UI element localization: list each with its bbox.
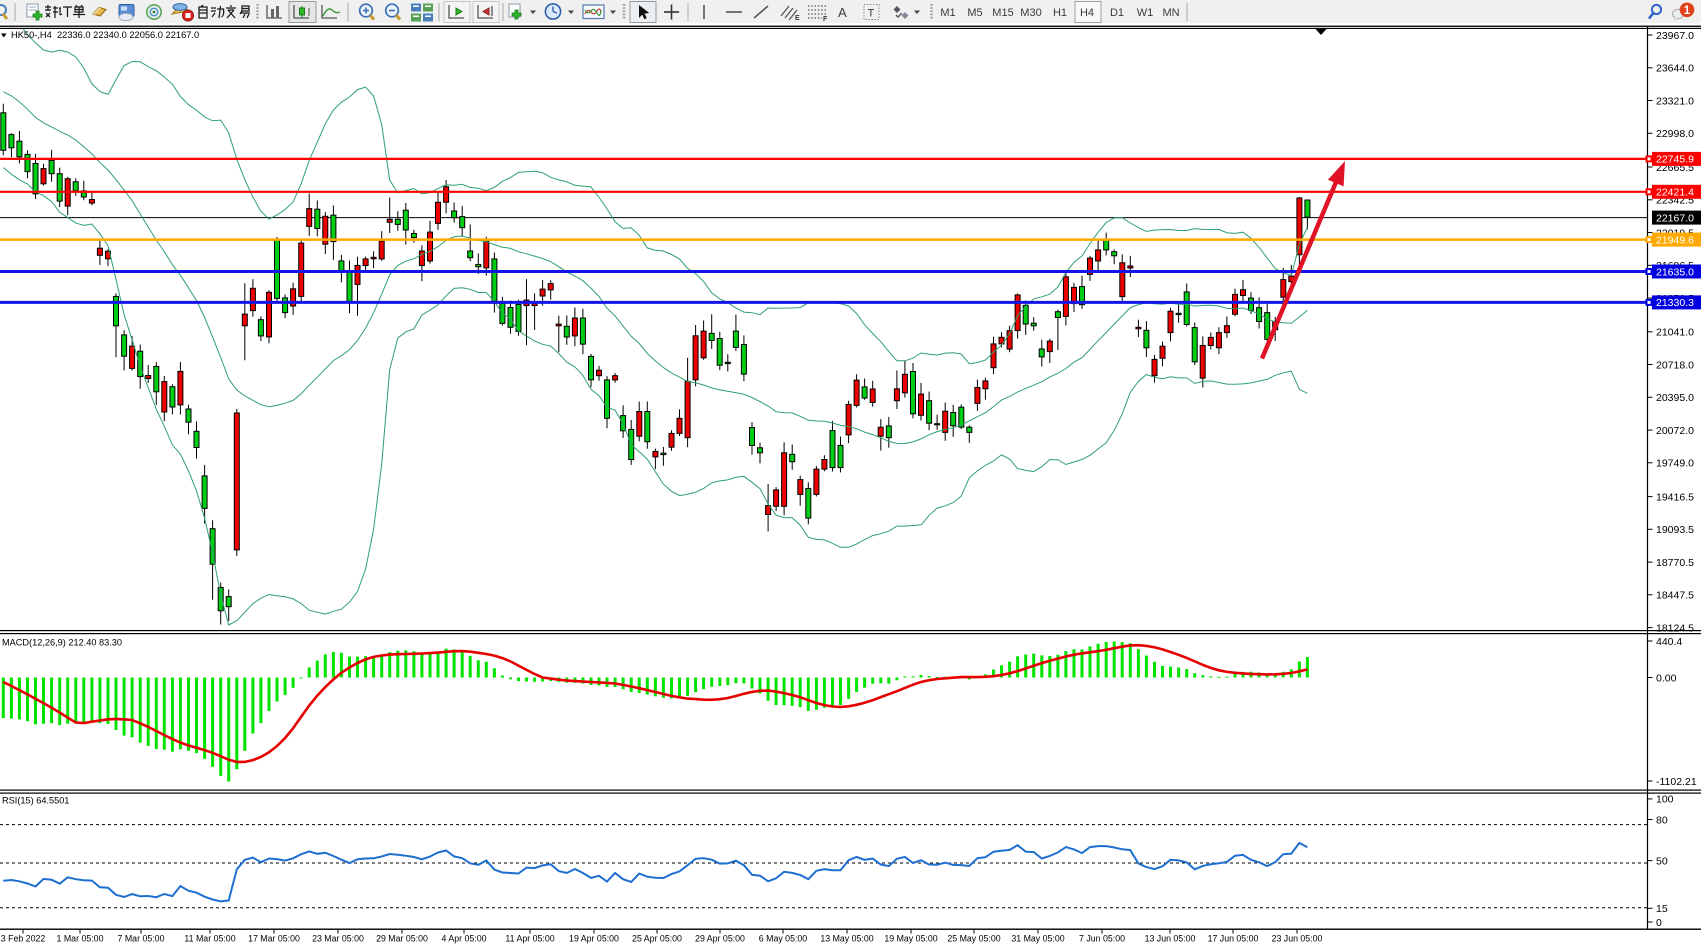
svg-text:M5: M5 [967, 7, 982, 19]
svg-text:21330.3: 21330.3 [1656, 297, 1694, 309]
svg-text:D1: D1 [1110, 7, 1124, 19]
svg-text:23644.0: 23644.0 [1656, 63, 1694, 75]
svg-text:13 May 05:00: 13 May 05:00 [820, 934, 873, 944]
svg-text:1: 1 [1684, 5, 1691, 17]
svg-text:20072.0: 20072.0 [1656, 425, 1694, 437]
svg-text:440.4: 440.4 [1656, 636, 1682, 648]
svg-text:100: 100 [1656, 794, 1674, 806]
svg-text:M1: M1 [940, 7, 955, 19]
svg-text:25 May 05:00: 25 May 05:00 [947, 934, 1000, 944]
svg-text:T: T [868, 8, 875, 20]
svg-text:23967.0: 23967.0 [1656, 30, 1694, 42]
svg-text:21041.0: 21041.0 [1656, 327, 1694, 339]
svg-text:A: A [838, 5, 847, 20]
svg-text:-1102.21: -1102.21 [1656, 776, 1697, 788]
svg-text:18447.5: 18447.5 [1656, 590, 1694, 602]
svg-text:23 Jun 05:00: 23 Jun 05:00 [1272, 934, 1323, 944]
svg-text:80: 80 [1656, 814, 1668, 826]
svg-text:HK50-,H4 22336.0 22340.0 2205: HK50-,H4 22336.0 22340.0 22056.0 22167.0 [11, 30, 199, 40]
svg-text:19093.5: 19093.5 [1656, 524, 1694, 536]
svg-text:4 Apr 05:00: 4 Apr 05:00 [442, 934, 487, 944]
svg-text:H1: H1 [1053, 7, 1067, 19]
svg-text:19 May 05:00: 19 May 05:00 [884, 934, 937, 944]
svg-text:23321.0: 23321.0 [1656, 95, 1694, 107]
svg-text:MACD(12,26,9) 212.40 83.30: MACD(12,26,9) 212.40 83.30 [2, 638, 122, 648]
svg-text:50: 50 [1656, 855, 1668, 867]
svg-text:20718.0: 20718.0 [1656, 359, 1694, 371]
svg-text:25 Apr 05:00: 25 Apr 05:00 [632, 934, 682, 944]
svg-text:11 Apr 05:00: 11 Apr 05:00 [505, 934, 554, 944]
svg-text:21949.6: 21949.6 [1656, 234, 1694, 246]
svg-text:M30: M30 [1020, 7, 1041, 19]
svg-text:7 Mar 05:00: 7 Mar 05:00 [118, 934, 165, 944]
svg-text:22421.4: 22421.4 [1656, 187, 1694, 199]
svg-text:H4: H4 [1080, 7, 1094, 19]
svg-text:6 May 05:00: 6 May 05:00 [759, 934, 808, 944]
svg-text:3 Feb 2022: 3 Feb 2022 [1, 934, 46, 944]
svg-text:17 Jun 05:00: 17 Jun 05:00 [1208, 934, 1259, 944]
svg-text:MN: MN [1162, 7, 1179, 19]
svg-text:22998.0: 22998.0 [1656, 128, 1694, 140]
svg-text:1 Mar 05:00: 1 Mar 05:00 [57, 934, 104, 944]
svg-text:15: 15 [1656, 903, 1668, 915]
svg-text:0: 0 [1656, 917, 1662, 929]
svg-text:19749.0: 19749.0 [1656, 458, 1694, 470]
svg-text:19416.5: 19416.5 [1656, 491, 1694, 503]
svg-text:29 Apr 05:00: 29 Apr 05:00 [695, 934, 745, 944]
svg-text:21635.0: 21635.0 [1656, 266, 1694, 278]
svg-text:22745.9: 22745.9 [1656, 154, 1694, 166]
svg-text:13 Jun 05:00: 13 Jun 05:00 [1145, 934, 1196, 944]
svg-text:29 Mar 05:00: 29 Mar 05:00 [376, 934, 428, 944]
svg-text:RSI(15) 64.5501: RSI(15) 64.5501 [2, 796, 69, 806]
svg-text:W1: W1 [1137, 7, 1154, 19]
svg-text:M15: M15 [992, 7, 1013, 19]
svg-text:23 Mar 05:00: 23 Mar 05:00 [312, 934, 364, 944]
svg-text:17 Mar 05:00: 17 Mar 05:00 [248, 934, 300, 944]
svg-text:F: F [823, 16, 828, 23]
svg-text:7 Jun 05:00: 7 Jun 05:00 [1079, 934, 1125, 944]
svg-text:20395.0: 20395.0 [1656, 392, 1694, 404]
svg-text:E: E [795, 15, 800, 22]
svg-text:11 Mar 05:00: 11 Mar 05:00 [184, 934, 235, 944]
svg-text:0.00: 0.00 [1656, 672, 1677, 684]
svg-text:18770.5: 18770.5 [1656, 557, 1694, 569]
svg-text:31 May 05:00: 31 May 05:00 [1011, 934, 1064, 944]
svg-text:19 Apr 05:00: 19 Apr 05:00 [569, 934, 619, 944]
svg-text:22167.0: 22167.0 [1656, 212, 1694, 224]
svg-text:18124.5: 18124.5 [1656, 622, 1694, 634]
